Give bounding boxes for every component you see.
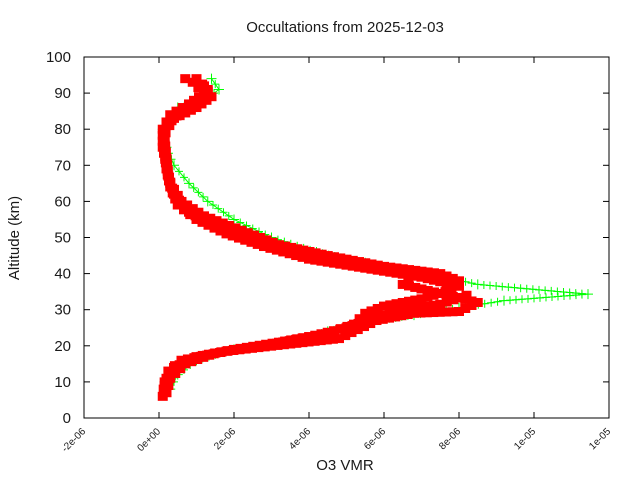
x-tick-label: 6e-06 bbox=[362, 426, 388, 452]
y-tick-label: 0 bbox=[63, 410, 71, 427]
y-tick-label: 60 bbox=[54, 193, 71, 210]
series-profile-red-c bbox=[159, 74, 483, 391]
y-axis: 0 10 20 30 40 50 60 70 80 90 100 bbox=[46, 49, 609, 427]
x-tick-label: 1e-05 bbox=[512, 426, 538, 452]
y-tick-label: 80 bbox=[54, 121, 71, 138]
y-tick-label: 20 bbox=[54, 338, 71, 355]
y-tick-label: 30 bbox=[54, 302, 71, 319]
x-tick-label: -2e-06 bbox=[60, 426, 89, 455]
y-tick-label: 40 bbox=[54, 266, 71, 283]
y-axis-label: Altitude (km) bbox=[6, 196, 23, 280]
plot-frame bbox=[83, 56, 610, 419]
y-tick-label: 50 bbox=[54, 230, 71, 247]
data-series bbox=[157, 73, 593, 401]
y-tick-label: 10 bbox=[54, 374, 71, 391]
x-tick-label: 2e-06 bbox=[212, 426, 238, 452]
y-tick-label: 90 bbox=[54, 85, 71, 102]
x-tick-label: 8e-06 bbox=[437, 426, 463, 452]
x-tick-label: 0e+00 bbox=[135, 426, 163, 454]
x-tick-label: 1e-05 bbox=[587, 426, 613, 452]
x-tick-label: 4e-06 bbox=[287, 426, 313, 452]
y-tick-label: 100 bbox=[46, 49, 71, 66]
y-tick-label: 70 bbox=[54, 157, 71, 174]
x-axis-label: O3 VMR bbox=[316, 457, 374, 474]
chart-title: Occultations from 2025-12-03 bbox=[246, 19, 444, 36]
